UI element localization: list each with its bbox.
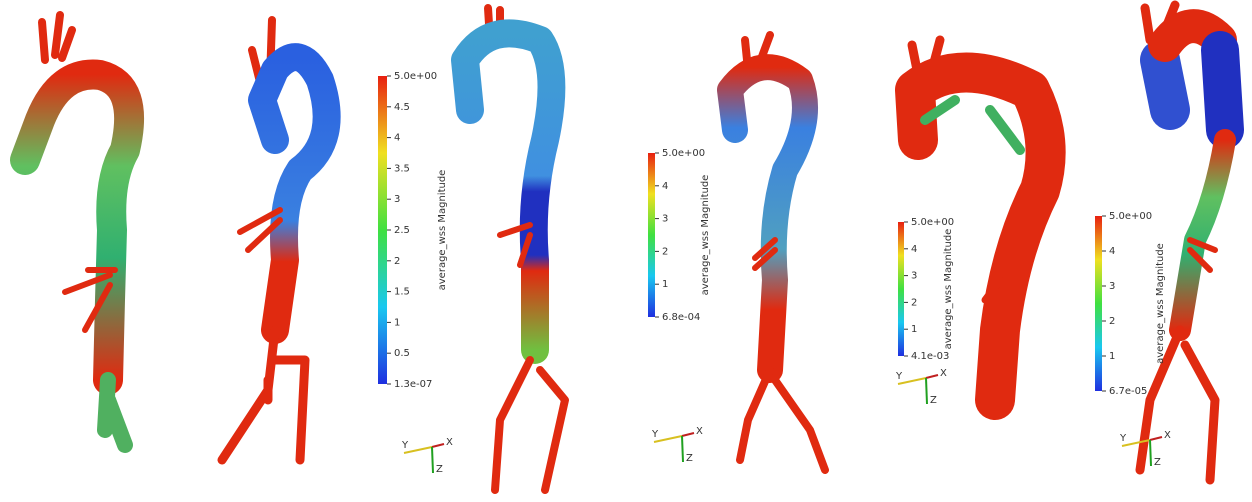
axis-x-label: X (1164, 430, 1171, 441)
colorbar-tick-label: 4 (394, 133, 400, 144)
colorbar (1095, 216, 1102, 391)
colorbar-tick-label: 1 (662, 279, 668, 290)
axis-x-label: X (446, 437, 453, 448)
colorbar-tick-label: 4 (911, 244, 917, 255)
colorbar-tick-label: 5.0e+00 (662, 148, 705, 159)
colorbar-tick-label: 2 (911, 297, 917, 308)
colorbar-tick-label: 4.1e-03 (911, 351, 949, 362)
axis-x (431, 443, 445, 448)
colorbar-tick-label: 1 (1109, 351, 1115, 362)
axis-y-label: Y (1119, 433, 1127, 444)
colorbar-tick-label: 3 (1109, 281, 1115, 292)
colorbar-tick-label: 4.5 (394, 102, 410, 113)
colorbar-tick-label: 1.3e-07 (394, 379, 432, 390)
colorbar-tick-label: 2 (1109, 316, 1115, 327)
axis-y (897, 377, 927, 385)
colorbar-tick-label: 1 (911, 324, 917, 335)
axis-z-label: Z (930, 395, 937, 406)
axis-y (403, 446, 433, 454)
axis-z-label: Z (436, 464, 443, 475)
aorta-3 (451, 4, 569, 494)
colorbar-tick-label: 5.0e+00 (911, 217, 954, 228)
colorbar-title: average_wss Magnitude (943, 229, 954, 350)
colorbar-tick-label: 3 (911, 271, 917, 282)
axis-z-label: Z (1154, 457, 1161, 468)
aorta-5 (895, 35, 1066, 420)
axis-y-label: Y (401, 440, 409, 451)
colorbar (648, 153, 655, 317)
aorta-6 (1135, 0, 1244, 485)
colorbar-tick-label: 2 (662, 246, 668, 257)
axis-z (1149, 439, 1152, 467)
axis-x-label: X (696, 426, 703, 437)
colorbar-tick-label: 1 (394, 317, 400, 328)
colorbar-tick-label: 2 (394, 256, 400, 267)
aorta-1 (10, 11, 145, 453)
colorbar-title: average_wss Magnitude (700, 175, 711, 296)
aorta-4 (717, 31, 829, 474)
colorbar-title: average_wss Magnitude (437, 170, 448, 291)
axis-z (925, 377, 928, 405)
colorbar-tick-label: 3 (394, 194, 400, 205)
axis-y-label: Y (651, 429, 659, 440)
colorbar (378, 76, 387, 384)
axis-x-label: X (940, 368, 947, 379)
colorbar-tick-label: 3 (662, 214, 668, 225)
axis-z (431, 446, 434, 474)
axis-y (653, 435, 683, 443)
colorbar (898, 222, 904, 356)
axis-y-label: Y (895, 371, 903, 382)
axis-x (925, 374, 939, 379)
colorbar-tick-label: 6.7e-05 (1109, 386, 1147, 397)
axis-x (681, 432, 695, 437)
colorbar-tick-label: 4 (1109, 246, 1115, 257)
colorbar-tick-label: 5.0e+00 (394, 71, 437, 82)
aorta-2 (217, 16, 341, 465)
colorbar-tick-label: 5.0e+00 (1109, 211, 1152, 222)
colorbar-tick-label: 2.5 (394, 225, 410, 236)
colorbar-tick-label: 6.8e-04 (662, 312, 700, 323)
colorbar-tick-label: 4 (662, 181, 668, 192)
axis-x (1149, 436, 1163, 441)
colorbar-tick-label: 0.5 (394, 348, 410, 359)
axis-y (1121, 439, 1151, 447)
axis-z (681, 435, 684, 463)
axis-z-label: Z (686, 453, 693, 464)
colorbar-title: average_wss Magnitude (1155, 243, 1166, 364)
colorbar-tick-label: 1.5 (394, 287, 410, 298)
colorbar-tick-label: 3.5 (394, 163, 410, 174)
